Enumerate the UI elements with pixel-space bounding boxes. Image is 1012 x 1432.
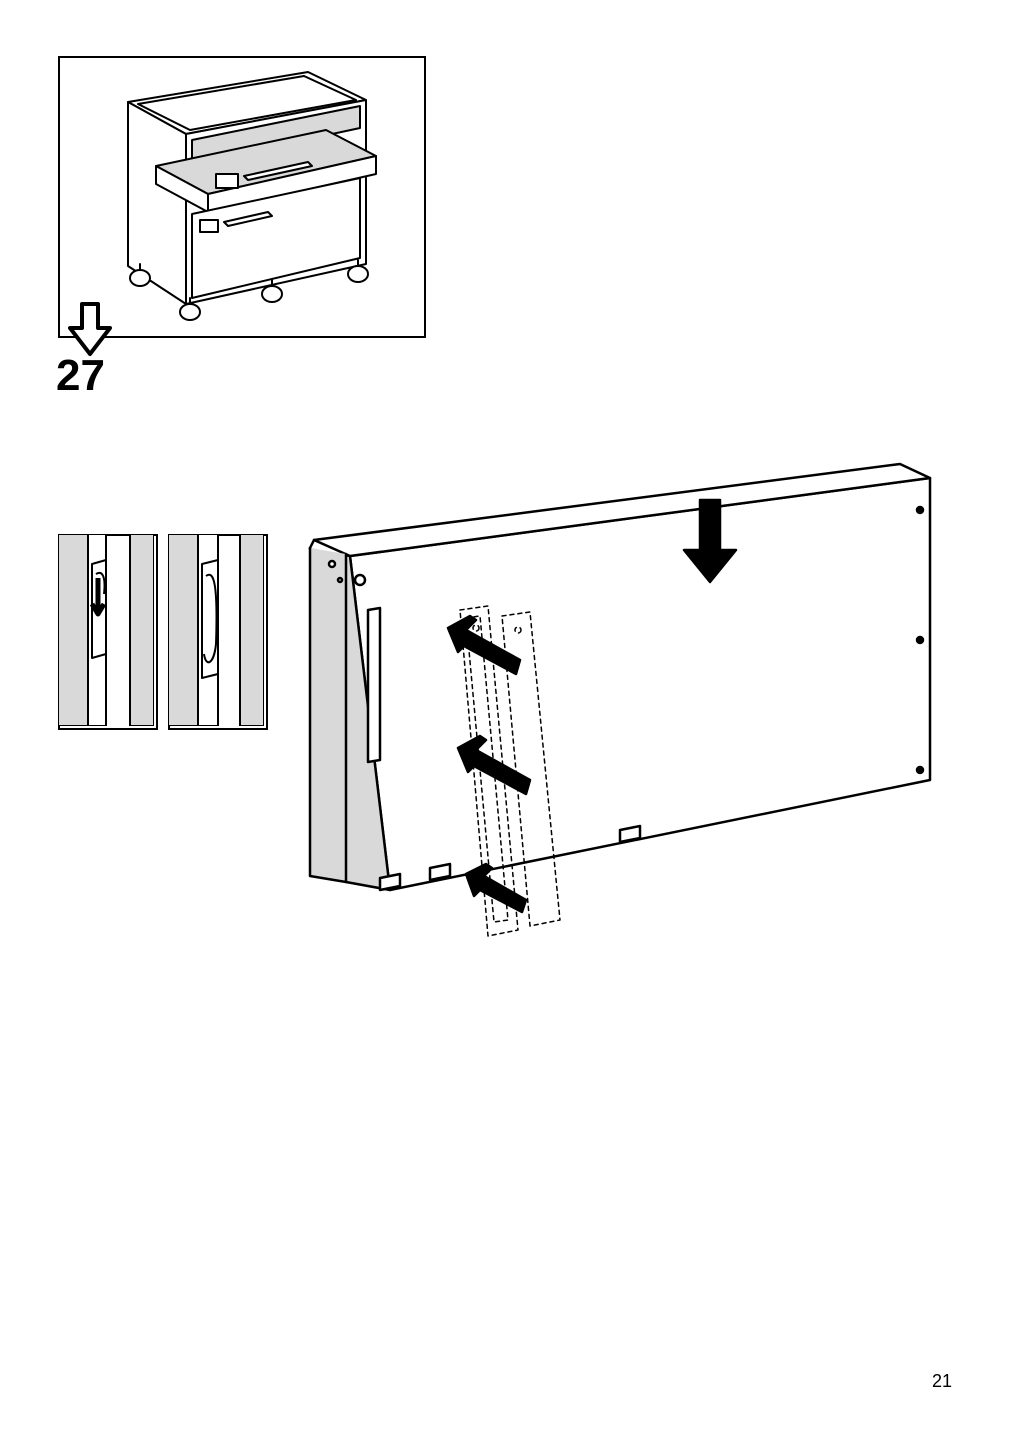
page-number: 21 — [932, 1371, 952, 1392]
page: 27 — [0, 0, 1012, 1432]
detail-2-illustration — [168, 534, 264, 726]
cabinet-illustration — [58, 56, 422, 334]
step-arrow-icon — [68, 302, 112, 358]
step-number: 27 — [56, 351, 105, 401]
detail-1-illustration — [58, 534, 154, 726]
main-assembly-illustration — [270, 460, 970, 1000]
